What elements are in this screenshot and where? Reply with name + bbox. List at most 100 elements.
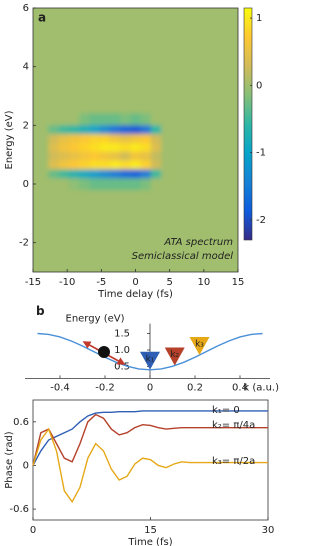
heatmap-cell	[150, 125, 162, 138]
heatmap-cell	[130, 178, 141, 190]
heatmap-cell	[79, 160, 90, 173]
heatmap-cell	[58, 134, 69, 146]
heatmap-cell	[79, 134, 90, 146]
y-axis-label: Energy (eV)	[4, 110, 15, 169]
series-line	[32, 413, 268, 466]
heatmap-cell	[89, 169, 100, 182]
heatmap-cell	[58, 113, 69, 126]
colorbar	[243, 7, 253, 241]
x-tick-label: 0	[132, 277, 138, 288]
heatmap-cell	[130, 169, 141, 182]
heatmap-cell	[140, 151, 151, 164]
heatmap-cell	[99, 134, 110, 146]
k-marker	[164, 347, 185, 366]
legend-entry: k₃= π/2a	[212, 456, 255, 467]
heatmap-cell	[68, 125, 80, 138]
heatmap-cell	[140, 125, 151, 138]
k-marker	[140, 351, 160, 370]
x-tick-label: -5	[96, 277, 106, 288]
heatmap-cell	[89, 125, 100, 138]
x-tick-label: 15	[144, 525, 157, 536]
k-marker-label: k₁	[146, 354, 155, 364]
heatmap-cell	[58, 169, 69, 182]
series-line	[32, 410, 268, 466]
heatmap-cell	[99, 151, 110, 164]
heatmap-cell	[109, 125, 121, 138]
heatmap-cell	[150, 169, 162, 182]
heatmap-cell	[48, 134, 59, 146]
heatmap-cell	[79, 142, 90, 155]
heatmap-cell	[140, 113, 151, 126]
k-marker-label: k₂	[170, 350, 179, 360]
heatmap-cell	[161, 178, 172, 190]
heatmap-cell	[150, 113, 162, 126]
heatmap-cell	[89, 142, 100, 155]
y-tick-label: 1.0	[114, 345, 130, 356]
heatmap-cell	[161, 151, 172, 164]
x-tick-label: -10	[59, 277, 75, 288]
colorbar-tick-label: 0	[256, 80, 262, 91]
heatmap-cell	[58, 142, 69, 155]
heatmap-cell	[109, 178, 121, 190]
heatmap-cell	[109, 151, 121, 164]
y-tick-label: 0.5	[114, 362, 130, 373]
y-tick-label: 0	[23, 179, 29, 190]
y-tick-label: 4	[23, 62, 29, 73]
heatmap-cell	[130, 134, 141, 146]
heatmap-cell	[48, 151, 59, 164]
colorbar-tick-label: 1	[256, 13, 262, 24]
heatmap-cell	[109, 169, 121, 182]
heatmap-cell	[150, 134, 162, 146]
x-tick-label: -15	[25, 277, 41, 288]
y-tick-label: 0	[23, 460, 29, 471]
x-tick-label: 0.4	[232, 382, 248, 393]
annotation: ATA spectrum	[163, 237, 233, 248]
heatmap-cell	[68, 160, 80, 173]
heatmap-cell	[79, 178, 90, 190]
x-tick-label: 0.2	[187, 382, 203, 393]
y-tick-label: -0.6	[9, 504, 29, 515]
heatmap-cell	[140, 178, 151, 190]
heatmap	[33, 8, 238, 272]
heatmap-cell	[79, 125, 90, 138]
heatmap-cell	[140, 160, 151, 173]
x-tick-label: -0.4	[50, 382, 70, 393]
heatmap-cell	[48, 169, 59, 182]
heatmap-cell	[140, 142, 151, 155]
x-tick-label: -0.2	[95, 382, 115, 393]
heatmap-cell	[89, 160, 100, 173]
heatmap-cell	[68, 113, 80, 126]
annotation: Semiclassical model	[132, 251, 234, 262]
heatmap-cell	[109, 113, 121, 126]
y-tick-label: 0.6	[13, 417, 29, 428]
heatmap-cell	[120, 113, 131, 126]
heatmap-cell	[120, 125, 131, 138]
y-tick-label: 2	[23, 120, 29, 131]
heatmap-cell	[161, 169, 172, 182]
heatmap-cell	[130, 113, 141, 126]
x-tick-label: 15	[232, 277, 245, 288]
heatmap-cell	[161, 142, 172, 155]
heatmap-cell	[48, 160, 59, 173]
heatmap-cell	[150, 160, 162, 173]
heatmap-cell	[79, 113, 90, 126]
heatmap-cell	[140, 169, 151, 182]
panel-label: a	[38, 11, 46, 25]
heatmap-cell	[161, 160, 172, 173]
heatmap-cell	[99, 113, 110, 126]
x-tick-label: 10	[197, 277, 210, 288]
x-tick-label: 0	[30, 525, 36, 536]
k-marker	[189, 336, 210, 355]
x-axis-label: Time delay (fs)	[97, 289, 173, 300]
y-axis-label: Phase (rad)	[4, 431, 15, 489]
heatmap-cell	[99, 160, 110, 173]
heatmap-cell	[89, 151, 100, 164]
heatmap-cell	[99, 169, 110, 182]
legend-entry: k₁= 0	[212, 405, 240, 416]
heatmap-cell	[79, 151, 90, 164]
heatmap-cell	[58, 125, 69, 138]
heatmap-cells	[48, 113, 172, 190]
heatmap-cell	[79, 169, 90, 182]
heatmap-cell	[89, 113, 100, 126]
heatmap-cell	[150, 178, 162, 190]
